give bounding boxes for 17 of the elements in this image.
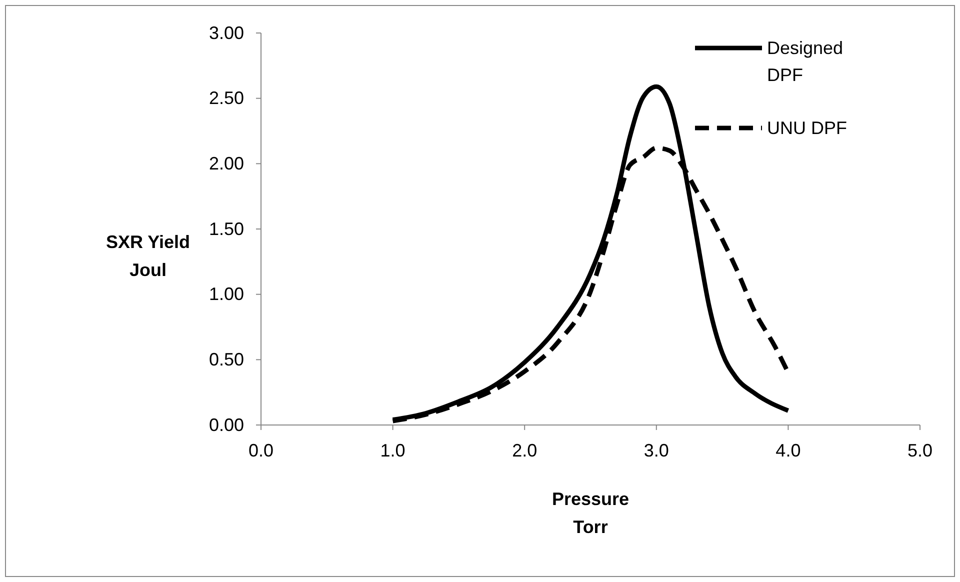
y-tick-label: 1.00 xyxy=(208,284,244,304)
x-tick-label: 3.0 xyxy=(644,440,669,460)
y-tick-label: 2.50 xyxy=(208,88,244,108)
legend-label: UNU DPF xyxy=(767,118,848,138)
x-tick-label: 5.0 xyxy=(907,440,933,460)
y-tick-label: 3.00 xyxy=(208,22,244,43)
y-tick-label: 2.00 xyxy=(208,153,244,174)
x-tick-label: 4.0 xyxy=(776,440,801,460)
x-tick-label: 0.0 xyxy=(248,440,274,460)
y-axis-title: SXR Yield Joul xyxy=(106,232,190,280)
y-tick-label: 1.50 xyxy=(208,218,244,239)
y-tick-label: 0.50 xyxy=(208,349,244,370)
x-tick-label: 2.0 xyxy=(512,440,538,460)
x-axis-title: Pressure Torr xyxy=(552,489,630,537)
x-tick-label: 1.0 xyxy=(380,440,406,460)
legend-label: Designed DPF xyxy=(767,38,844,85)
y-tick-label: 0.00 xyxy=(208,414,244,435)
